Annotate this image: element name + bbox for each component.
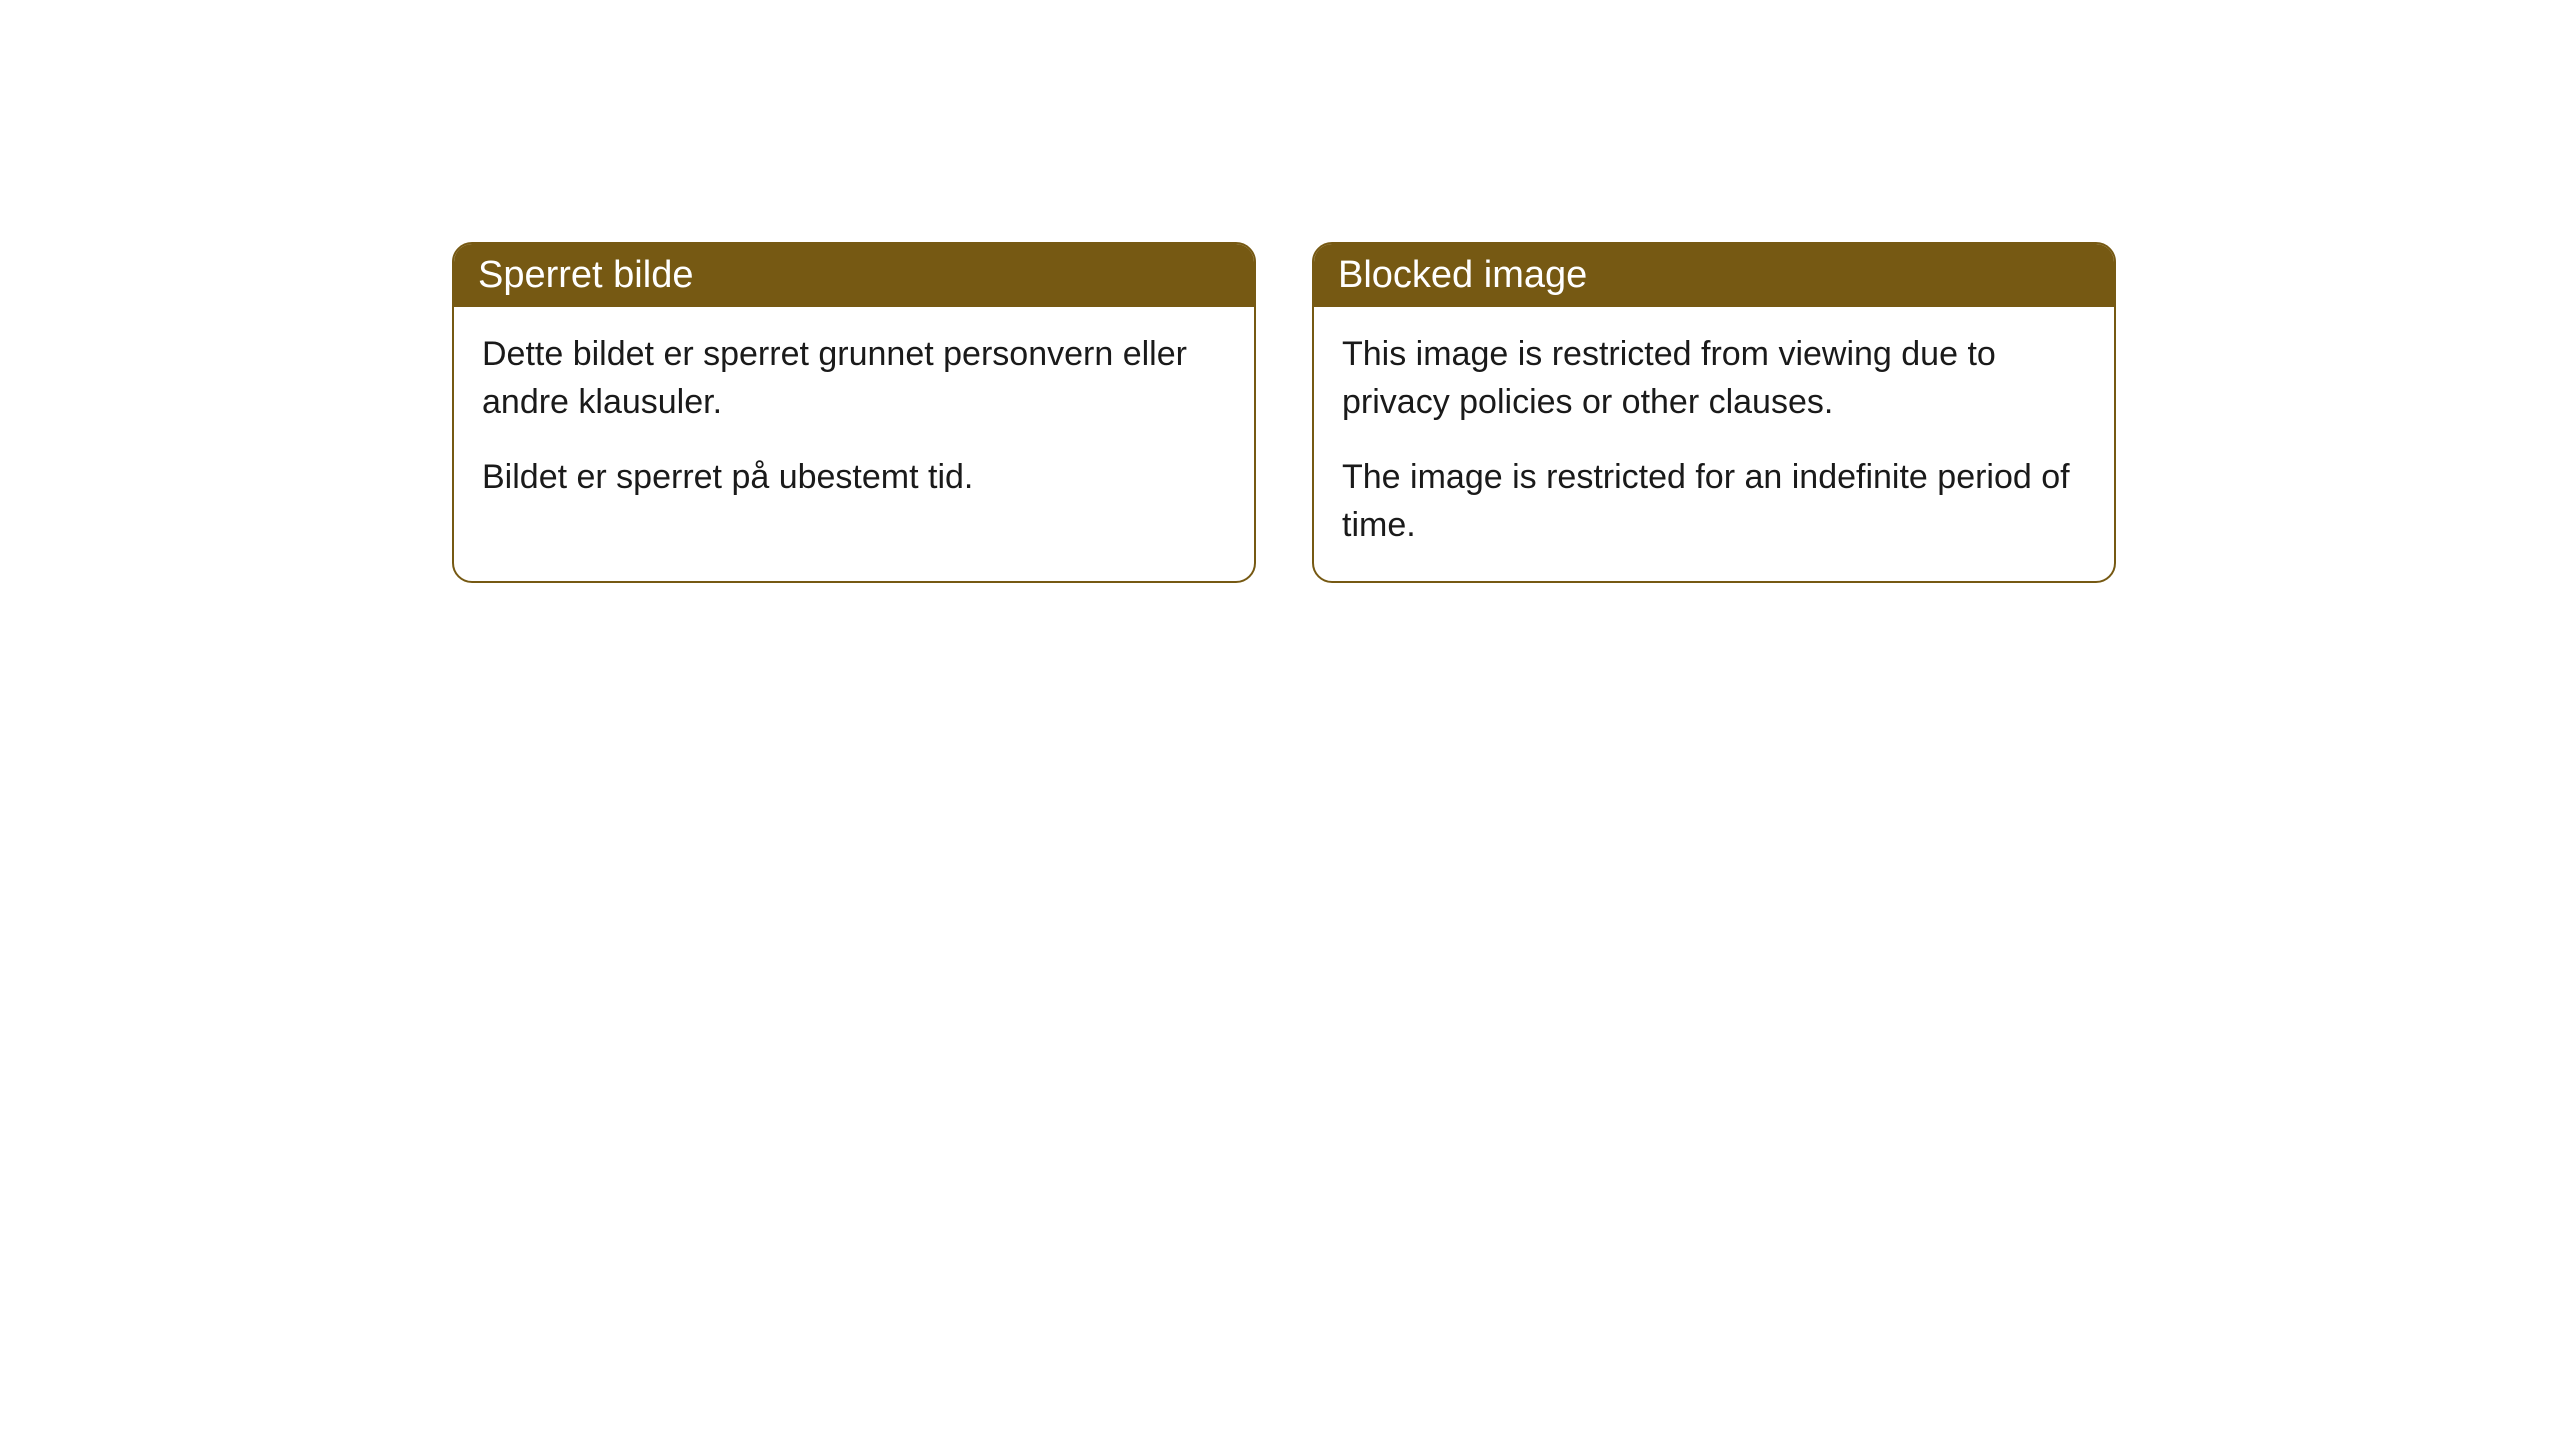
card-paragraph: This image is restricted from viewing du…: [1342, 331, 2086, 426]
card-body: Dette bildet er sperret grunnet personve…: [454, 307, 1254, 534]
notice-card-norwegian: Sperret bilde Dette bildet er sperret gr…: [452, 242, 1256, 583]
card-title: Blocked image: [1338, 254, 1587, 296]
card-paragraph: The image is restricted for an indefinit…: [1342, 454, 2086, 549]
notice-card-english: Blocked image This image is restricted f…: [1312, 242, 2116, 583]
notice-cards-container: Sperret bilde Dette bildet er sperret gr…: [452, 242, 2116, 583]
card-header: Sperret bilde: [454, 244, 1254, 307]
card-paragraph: Dette bildet er sperret grunnet personve…: [482, 331, 1226, 426]
card-body: This image is restricted from viewing du…: [1314, 307, 2114, 581]
card-header: Blocked image: [1314, 244, 2114, 307]
card-paragraph: Bildet er sperret på ubestemt tid.: [482, 454, 1226, 502]
card-title: Sperret bilde: [478, 254, 693, 296]
